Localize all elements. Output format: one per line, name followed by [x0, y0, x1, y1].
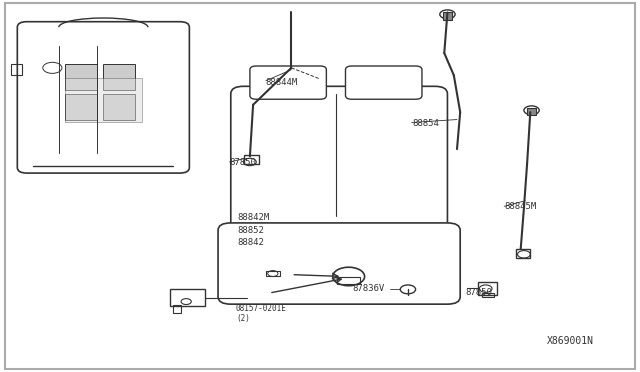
Bar	[266, 271, 280, 276]
Bar	[337, 277, 360, 284]
Text: 88854: 88854	[412, 119, 439, 128]
Text: 88852: 88852	[237, 226, 264, 235]
Bar	[483, 293, 494, 297]
Text: 88842M: 88842M	[237, 213, 269, 222]
Text: 87850: 87850	[465, 288, 492, 297]
Text: 87836V: 87836V	[353, 284, 385, 293]
Bar	[103, 64, 135, 90]
Text: 88844M: 88844M	[266, 78, 298, 87]
Bar	[527, 108, 536, 115]
Bar	[478, 282, 497, 295]
Text: 88845M: 88845M	[505, 202, 537, 211]
Bar	[443, 13, 452, 20]
FancyBboxPatch shape	[218, 223, 460, 304]
FancyBboxPatch shape	[231, 86, 447, 241]
Bar	[65, 64, 97, 90]
Bar	[516, 249, 531, 258]
FancyBboxPatch shape	[346, 66, 422, 99]
Bar	[103, 94, 135, 119]
Bar	[11, 64, 22, 75]
Text: 87850: 87850	[230, 157, 257, 167]
Bar	[244, 155, 259, 164]
Bar	[65, 78, 141, 122]
FancyBboxPatch shape	[250, 66, 326, 99]
Text: 08157-0201E
(2): 08157-0201E (2)	[236, 304, 287, 323]
Bar	[65, 94, 97, 119]
Bar	[170, 289, 205, 306]
Text: X869001N: X869001N	[547, 336, 594, 346]
Text: 88842: 88842	[237, 238, 264, 247]
FancyBboxPatch shape	[17, 22, 189, 173]
Bar	[173, 305, 181, 313]
